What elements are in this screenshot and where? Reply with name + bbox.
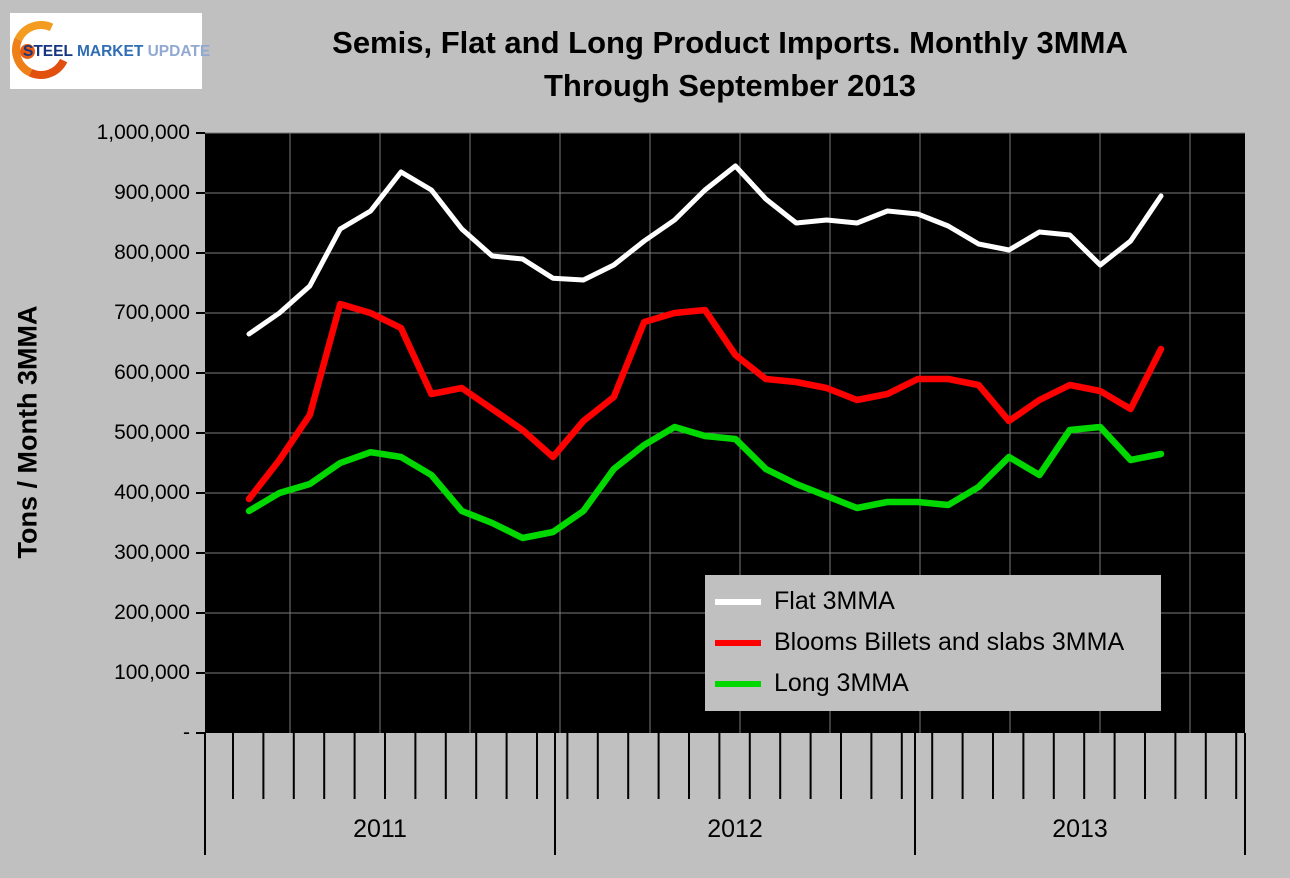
series-line-long	[245, 423, 1165, 542]
x-year-label: 2011	[353, 815, 407, 843]
legend-item-blooms: Blooms Billets and slabs 3MMA	[715, 622, 1161, 663]
chart-title-line2: Through September 2013	[543, 68, 917, 103]
y-tick-label: 600,000	[114, 361, 190, 384]
y-tick-label: 800,000	[114, 241, 190, 264]
y-tick-label: 1,000,000	[96, 121, 190, 144]
legend-label-flat: Flat 3MMA	[774, 587, 895, 615]
logo-text: STEEL MARKET UPDATE	[23, 43, 210, 61]
logo-word-steel: STEEL	[23, 43, 73, 60]
y-tick-label: 400,000	[114, 481, 190, 504]
series-line-blooms	[245, 300, 1165, 503]
y-tick-label: 200,000	[114, 601, 190, 624]
plot-area: Flat 3MMA Blooms Billets and slabs 3MMA …	[196, 132, 1246, 855]
y-tick-label: 500,000	[114, 421, 190, 444]
logo-dot-icon	[20, 44, 35, 59]
legend-line-sample-flat-icon	[715, 598, 761, 605]
legend-item-long: Long 3MMA	[715, 663, 1161, 704]
legend-label-blooms: Blooms Billets and slabs 3MMA	[774, 628, 1125, 656]
x-year-label: 2013	[1052, 815, 1108, 843]
y-tick-label: -	[183, 721, 190, 744]
series-line-flat	[246, 163, 1164, 337]
logo-word-market: MARKET	[76, 43, 144, 60]
chart-title: Semis, Flat and Long Product Imports. Mo…	[200, 21, 1260, 107]
y-tick-label: 300,000	[114, 541, 190, 564]
chart-legend: Flat 3MMA Blooms Billets and slabs 3MMA …	[705, 575, 1161, 711]
legend-line-sample-blooms-icon	[715, 639, 761, 646]
chart-canvas	[196, 132, 1246, 855]
legend-item-flat: Flat 3MMA	[715, 581, 1161, 622]
legend-line-sample-long-icon	[715, 680, 761, 687]
chart-title-line1: Semis, Flat and Long Product Imports. Mo…	[332, 25, 1128, 60]
legend-label-long: Long 3MMA	[774, 669, 909, 697]
y-tick-label: 700,000	[114, 301, 190, 324]
y-tick-label: 100,000	[114, 661, 190, 684]
logo-word-update: UPDATE	[147, 43, 211, 60]
smu-logo: STEEL MARKET UPDATE	[3, 12, 210, 89]
y-tick-label: 900,000	[114, 181, 190, 204]
x-year-label: 2012	[707, 815, 763, 843]
